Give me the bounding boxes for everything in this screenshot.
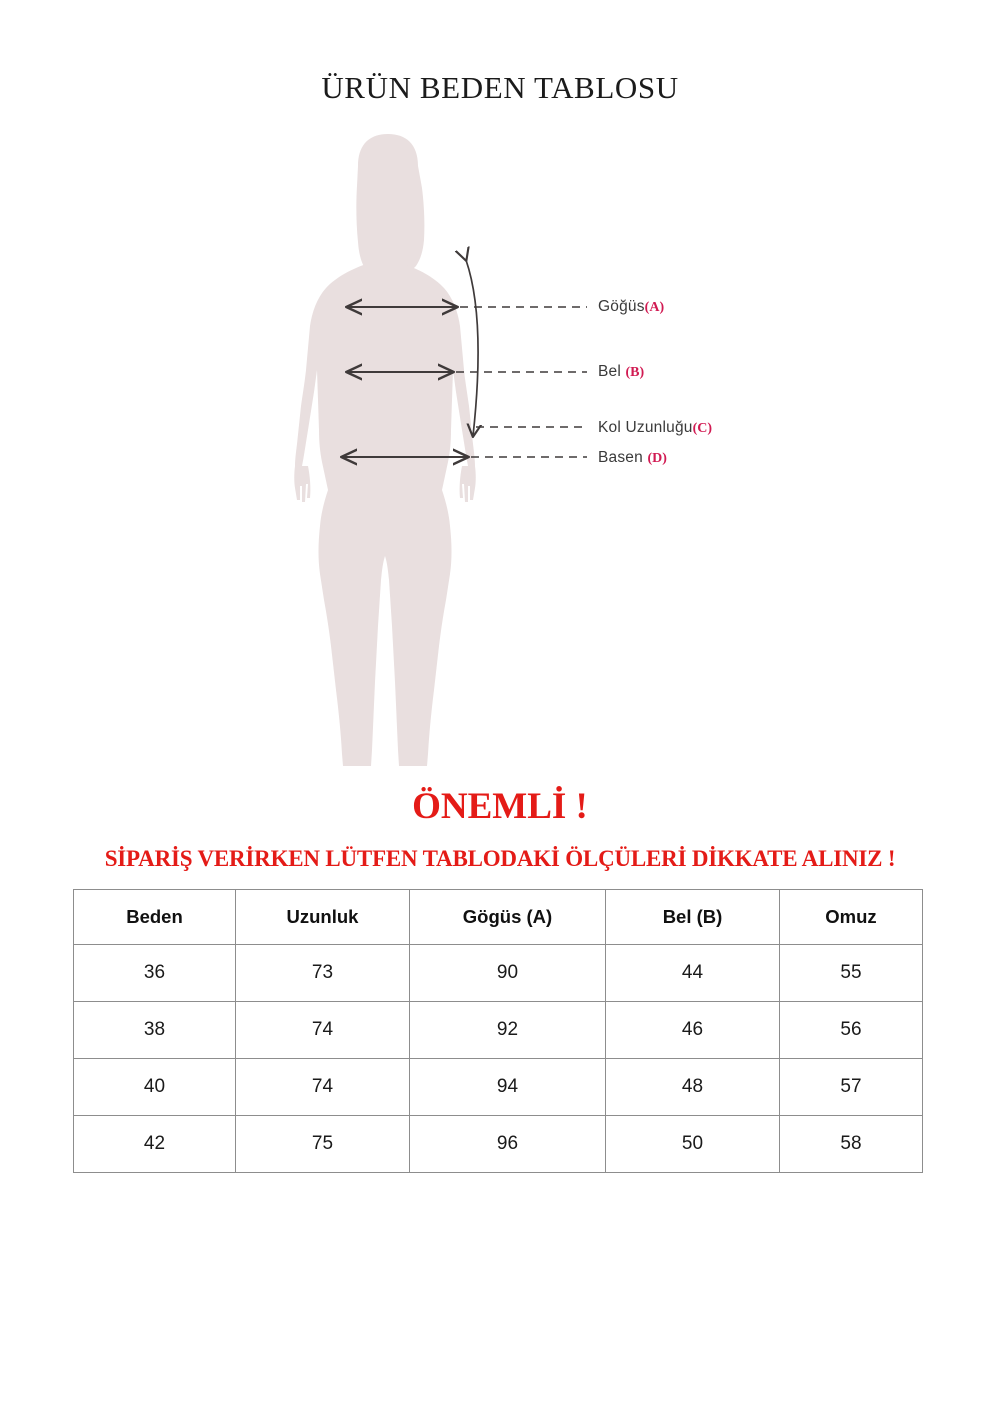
- page-title: ÜRÜN BEDEN TABLOSU: [321, 70, 679, 105]
- cell-bel: 44: [605, 944, 780, 1002]
- label-kol-uzunlugu-tag: (C): [692, 421, 713, 436]
- label-kol-uzunlugu-text: Kol Uzunluğu: [598, 419, 693, 436]
- label-basen-tag: (D): [647, 451, 667, 466]
- cell-gogus: 92: [409, 1001, 606, 1059]
- cell-omuz: 58: [779, 1115, 923, 1173]
- cell-beden: 40: [73, 1058, 236, 1116]
- label-basen-text: Basen: [598, 449, 648, 466]
- label-gogus-tag: (A): [644, 300, 665, 315]
- table-header-beden: Beden: [73, 889, 236, 945]
- table-row: 42 75 96 50 58: [73, 1115, 923, 1173]
- cell-uzunluk: 74: [235, 1058, 410, 1116]
- cell-beden: 36: [73, 944, 236, 1002]
- cell-gogus: 96: [409, 1115, 606, 1173]
- table-header-bel: Bel (B): [605, 889, 780, 945]
- cell-bel: 48: [605, 1058, 780, 1116]
- cell-omuz: 57: [779, 1058, 923, 1116]
- cell-uzunluk: 74: [235, 1001, 410, 1059]
- cell-bel: 46: [605, 1001, 780, 1059]
- label-gogus-text: Göğüs: [598, 298, 645, 315]
- table-header-uzunluk: Uzunluk: [235, 889, 410, 945]
- table-row: 36 73 90 44 55: [73, 944, 923, 1002]
- label-bel: Bel (B): [598, 363, 644, 381]
- label-gogus: Göğüs(A): [598, 298, 664, 316]
- label-bel-tag: (B): [625, 365, 645, 380]
- label-basen: Basen (D): [598, 449, 667, 467]
- cell-gogus: 90: [409, 944, 606, 1002]
- cell-uzunluk: 73: [235, 944, 410, 1002]
- label-kol-uzunlugu: Kol Uzunluğu(C): [598, 419, 712, 437]
- cell-omuz: 56: [779, 1001, 923, 1059]
- size-chart-table: Beden Uzunluk Gögüs (A) Bel (B) Omuz 36 …: [73, 889, 923, 1173]
- cell-omuz: 55: [779, 944, 923, 1002]
- table-header-gogus: Gögüs (A): [409, 889, 606, 945]
- body-measurement-diagram: [270, 130, 750, 770]
- table-row: 38 74 92 46 56: [73, 1001, 923, 1059]
- warning-title: ÖNEMLİ !: [412, 786, 588, 827]
- sleeve-length-arrow: [466, 260, 478, 436]
- label-bel-text: Bel: [598, 363, 626, 380]
- table-header-omuz: Omuz: [779, 889, 923, 945]
- cell-beden: 38: [73, 1001, 236, 1059]
- silhouette-shape: [294, 134, 476, 766]
- table-row: 40 74 94 48 57: [73, 1058, 923, 1116]
- silhouette-svg: [294, 134, 587, 766]
- warning-subtitle: SİPARİŞ VERİRKEN LÜTFEN TABLODAKİ ÖLÇÜLE…: [104, 846, 896, 871]
- cell-gogus: 94: [409, 1058, 606, 1116]
- cell-uzunluk: 75: [235, 1115, 410, 1173]
- cell-bel: 50: [605, 1115, 780, 1173]
- table-header-row: Beden Uzunluk Gögüs (A) Bel (B) Omuz: [73, 889, 923, 945]
- cell-beden: 42: [73, 1115, 236, 1173]
